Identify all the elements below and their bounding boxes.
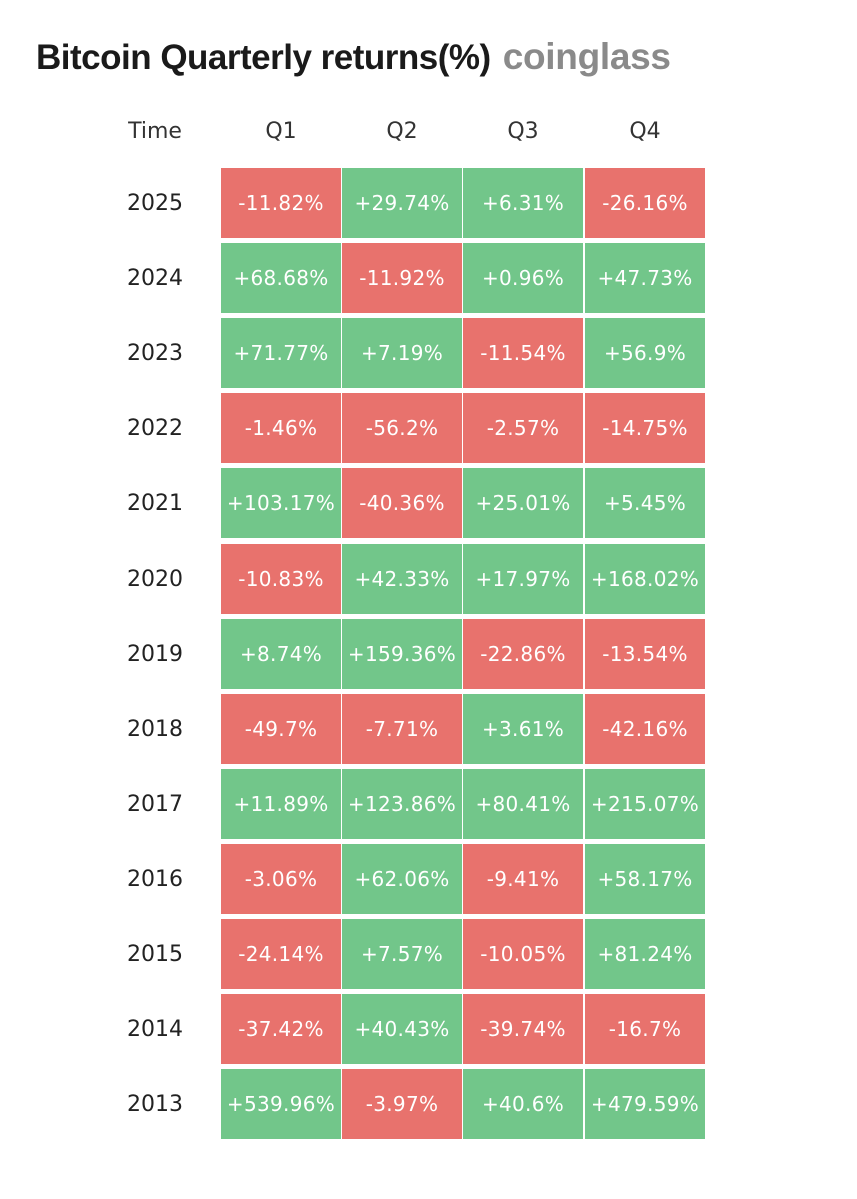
header-q1: Q1 bbox=[265, 118, 297, 144]
return-cell-2020-q1: -10.83% bbox=[221, 544, 341, 614]
year-label-2016: 2016 bbox=[127, 866, 183, 892]
return-cell-2016-q4: +58.17% bbox=[585, 844, 705, 914]
year-label-2019: 2019 bbox=[127, 641, 183, 667]
return-cell-2018-q2: -7.71% bbox=[342, 694, 462, 764]
return-cell-2017-q2: +123.86% bbox=[342, 769, 462, 839]
return-cell-2024-q1: +68.68% bbox=[221, 243, 341, 313]
return-cell-2017-q1: +11.89% bbox=[221, 769, 341, 839]
year-label-2025: 2025 bbox=[127, 190, 183, 216]
return-cell-2015-q2: +7.57% bbox=[342, 919, 462, 989]
return-cell-2024-q2: -11.92% bbox=[342, 243, 462, 313]
return-cell-2015-q4: +81.24% bbox=[585, 919, 705, 989]
return-cell-2017-q4: +215.07% bbox=[585, 769, 705, 839]
header-q2: Q2 bbox=[386, 118, 418, 144]
return-cell-2015-q3: -10.05% bbox=[463, 919, 583, 989]
brand-logo: coinglass bbox=[502, 36, 671, 77]
year-label-2021: 2021 bbox=[127, 490, 183, 516]
return-cell-2025-q3: +6.31% bbox=[463, 168, 583, 238]
return-cell-2013-q4: +479.59% bbox=[585, 1069, 705, 1139]
header-time: Time bbox=[128, 118, 182, 144]
return-cell-2015-q1: -24.14% bbox=[221, 919, 341, 989]
year-label-2015: 2015 bbox=[127, 941, 183, 967]
return-cell-2019-q3: -22.86% bbox=[463, 619, 583, 689]
return-cell-2013-q3: +40.6% bbox=[463, 1069, 583, 1139]
return-cell-2021-q1: +103.17% bbox=[221, 468, 341, 538]
return-cell-2025-q4: -26.16% bbox=[585, 168, 705, 238]
return-cell-2024-q3: +0.96% bbox=[463, 243, 583, 313]
return-cell-2016-q2: +62.06% bbox=[342, 844, 462, 914]
return-cell-2023-q4: +56.9% bbox=[585, 318, 705, 388]
return-cell-2020-q2: +42.33% bbox=[342, 544, 462, 614]
return-cell-2014-q1: -37.42% bbox=[221, 994, 341, 1064]
year-label-2024: 2024 bbox=[127, 265, 183, 291]
return-cell-2025-q2: +29.74% bbox=[342, 168, 462, 238]
return-cell-2023-q1: +71.77% bbox=[221, 318, 341, 388]
year-label-2023: 2023 bbox=[127, 340, 183, 366]
header-q3: Q3 bbox=[507, 118, 539, 144]
return-cell-2020-q4: +168.02% bbox=[585, 544, 705, 614]
return-cell-2013-q1: +539.96% bbox=[221, 1069, 341, 1139]
return-cell-2021-q2: -40.36% bbox=[342, 468, 462, 538]
return-cell-2016-q3: -9.41% bbox=[463, 844, 583, 914]
return-cell-2022-q4: -14.75% bbox=[585, 393, 705, 463]
return-cell-2022-q3: -2.57% bbox=[463, 393, 583, 463]
return-cell-2020-q3: +17.97% bbox=[463, 544, 583, 614]
return-cell-2023-q3: -11.54% bbox=[463, 318, 583, 388]
return-cell-2024-q4: +47.73% bbox=[585, 243, 705, 313]
return-cell-2013-q2: -3.97% bbox=[342, 1069, 462, 1139]
return-cell-2019-q1: +8.74% bbox=[221, 619, 341, 689]
year-label-2013: 2013 bbox=[127, 1091, 183, 1117]
return-cell-2014-q2: +40.43% bbox=[342, 994, 462, 1064]
return-cell-2019-q2: +159.36% bbox=[342, 619, 462, 689]
return-cell-2017-q3: +80.41% bbox=[463, 769, 583, 839]
return-cell-2018-q3: +3.61% bbox=[463, 694, 583, 764]
year-label-2020: 2020 bbox=[127, 566, 183, 592]
return-cell-2018-q4: -42.16% bbox=[585, 694, 705, 764]
year-label-2017: 2017 bbox=[127, 791, 183, 817]
chart-title: Bitcoin Quarterly returns(%) bbox=[36, 38, 491, 77]
return-cell-2018-q1: -49.7% bbox=[221, 694, 341, 764]
header-q4: Q4 bbox=[629, 118, 661, 144]
return-cell-2021-q4: +5.45% bbox=[585, 468, 705, 538]
year-label-2018: 2018 bbox=[127, 716, 183, 742]
chart-header: Bitcoin Quarterly returns(%) coinglass bbox=[36, 36, 671, 78]
return-cell-2019-q4: -13.54% bbox=[585, 619, 705, 689]
return-cell-2022-q1: -1.46% bbox=[221, 393, 341, 463]
year-label-2022: 2022 bbox=[127, 415, 183, 441]
return-cell-2016-q1: -3.06% bbox=[221, 844, 341, 914]
return-cell-2022-q2: -56.2% bbox=[342, 393, 462, 463]
return-cell-2025-q1: -11.82% bbox=[221, 168, 341, 238]
year-label-2014: 2014 bbox=[127, 1016, 183, 1042]
return-cell-2021-q3: +25.01% bbox=[463, 468, 583, 538]
return-cell-2014-q4: -16.7% bbox=[585, 994, 705, 1064]
return-cell-2023-q2: +7.19% bbox=[342, 318, 462, 388]
return-cell-2014-q3: -39.74% bbox=[463, 994, 583, 1064]
